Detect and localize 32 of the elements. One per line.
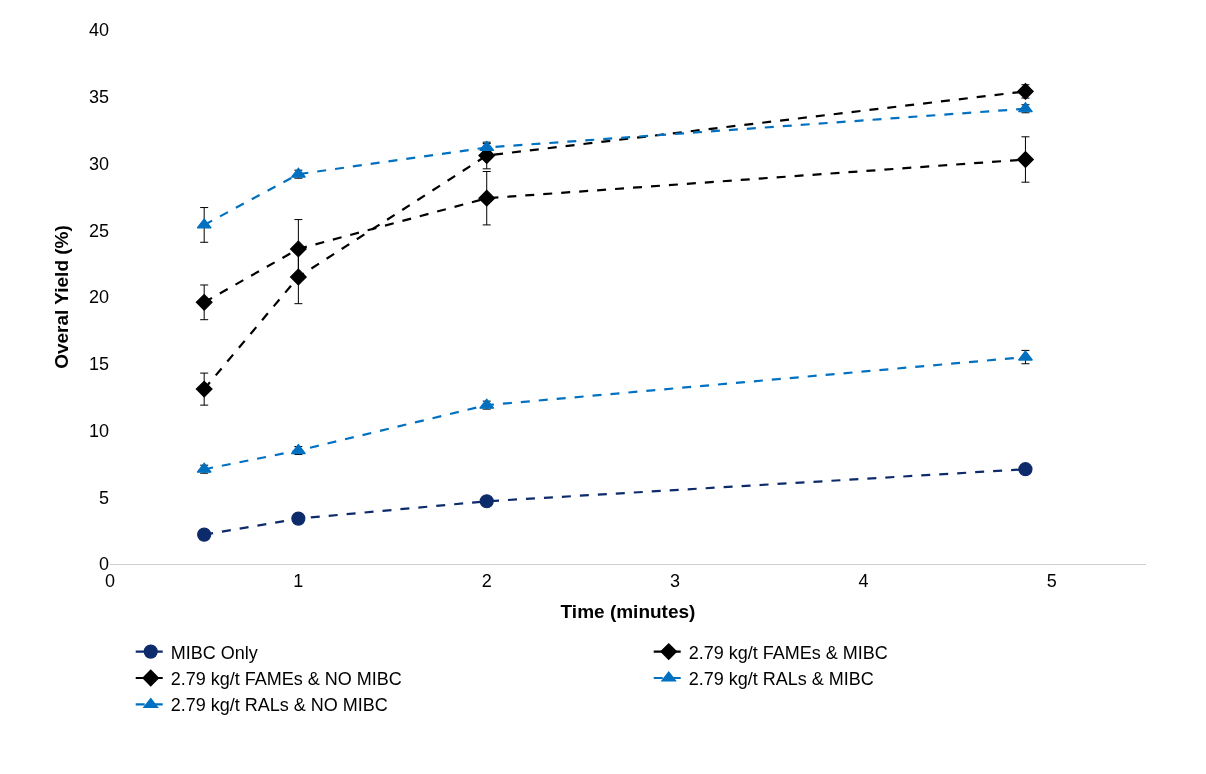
x-tick-label: 3 (670, 570, 681, 591)
point (289, 268, 307, 286)
y-tick-label: 10 (88, 420, 109, 441)
y-tick-label: 5 (98, 487, 109, 508)
x-tick-label: 5 (1046, 570, 1057, 591)
y-tick-label: 30 (88, 153, 109, 174)
point (197, 527, 212, 542)
x-tick-label: 2 (481, 570, 492, 591)
legend-label: MIBC Only (170, 642, 258, 663)
x-axis-title: Time (minutes) (560, 601, 696, 623)
y-axis-title: Overal Yield (%) (50, 225, 72, 369)
point (1018, 462, 1033, 477)
x-tick-label: 1 (293, 570, 304, 591)
point (1017, 83, 1034, 100)
point (289, 240, 307, 258)
legend-label: 2.79 kg/t RALs & NO MIBC (170, 695, 388, 716)
legend-label: 2.79 kg/t FAMEs & NO MIBC (170, 669, 402, 690)
legend-label: 2.79 kg/t FAMEs & MIBC (688, 642, 888, 663)
y-tick-label: 15 (88, 354, 109, 375)
y-tick-label: 0 (98, 554, 109, 575)
point (195, 293, 213, 311)
y-tick-label: 20 (88, 287, 109, 308)
y-tick-label: 25 (88, 220, 109, 241)
point (479, 494, 494, 509)
point (1017, 151, 1034, 168)
y-tick-label: 35 (88, 87, 109, 108)
x-tick-label: 4 (858, 570, 869, 591)
point (291, 511, 306, 526)
y-tick-label: 40 (88, 20, 109, 41)
point (478, 189, 496, 207)
legend-label: 2.79 kg/t RALs & MIBC (688, 669, 874, 690)
point (195, 380, 213, 398)
